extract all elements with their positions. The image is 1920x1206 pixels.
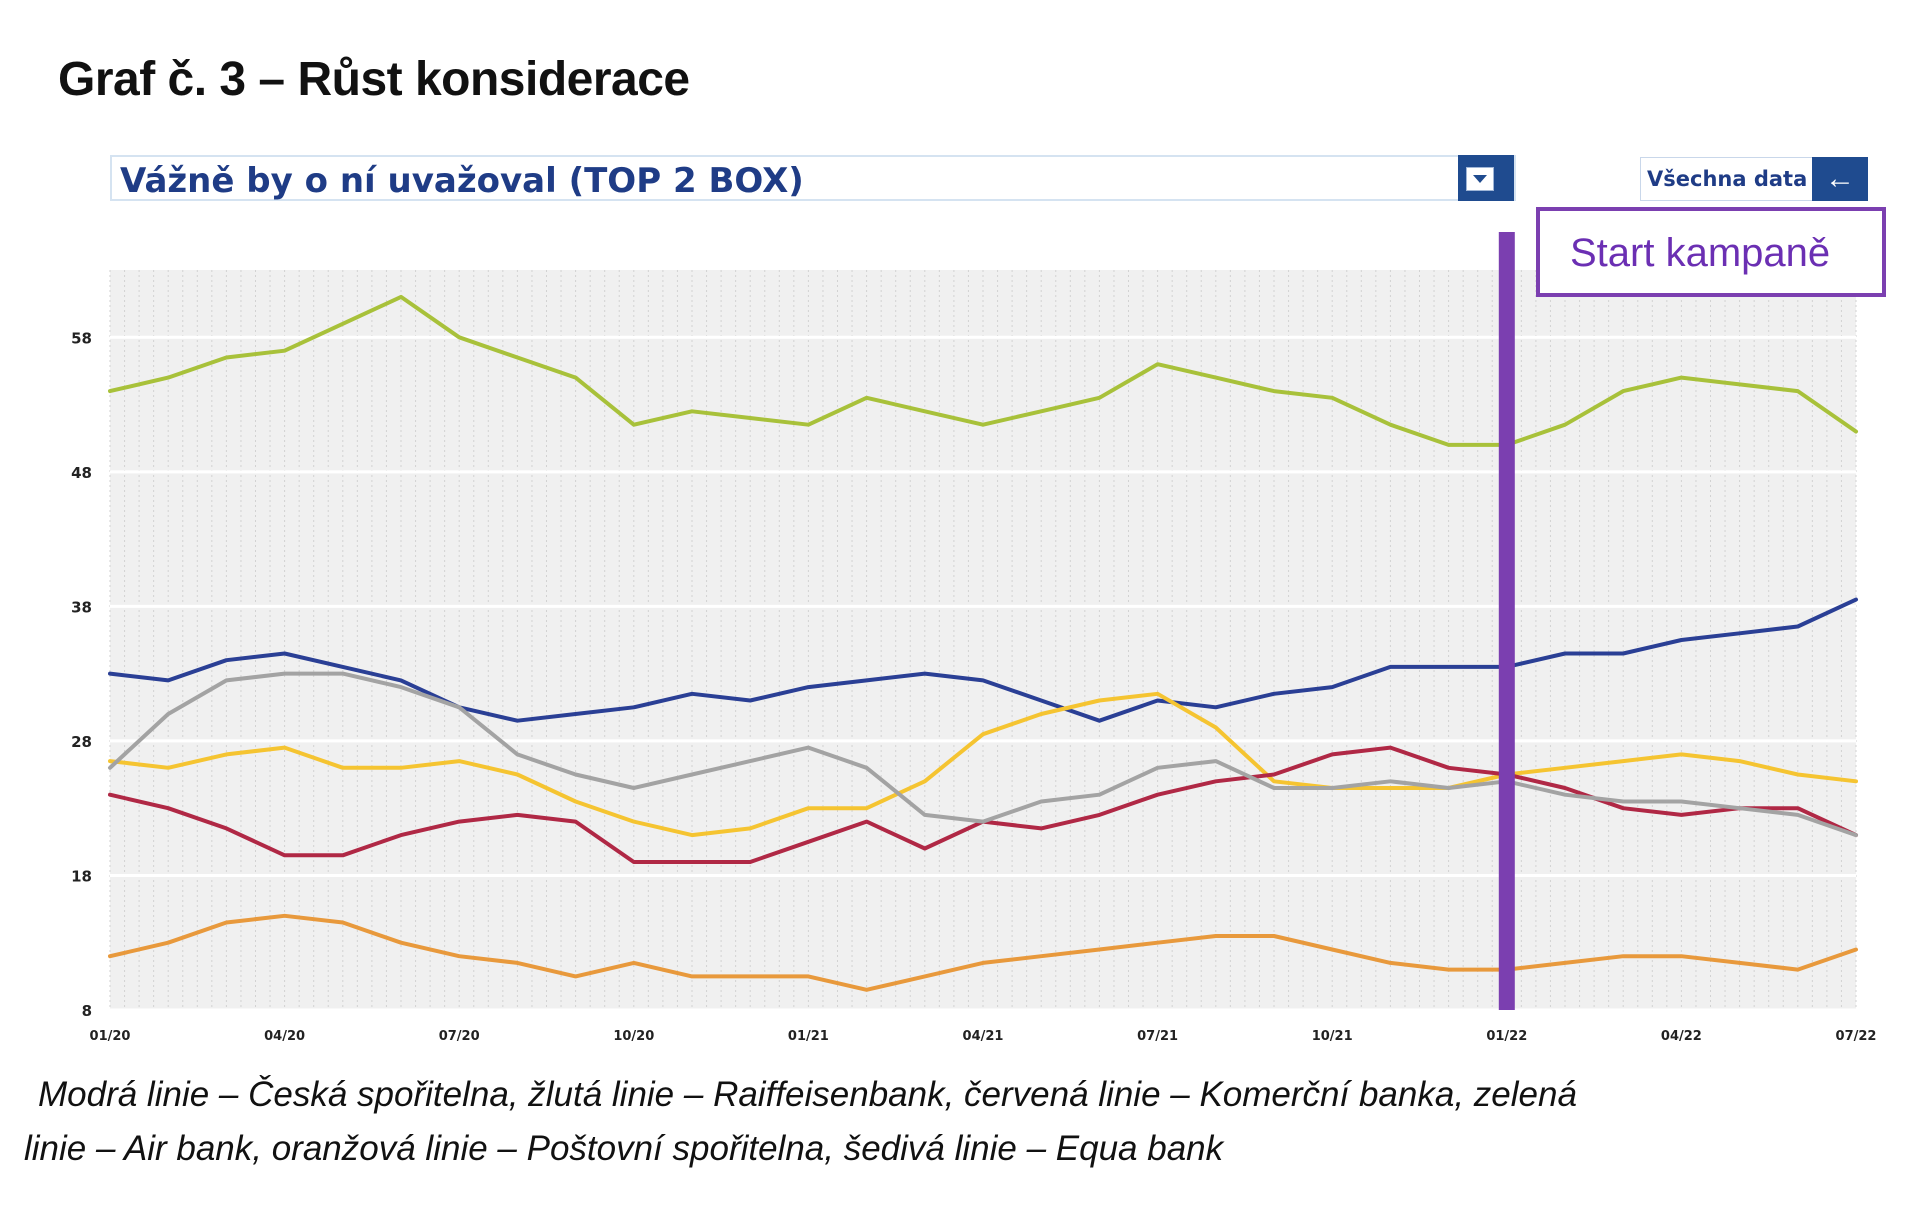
series-line-3: [108, 294, 1858, 447]
measure-selector[interactable]: Vážně by o ní uvažoval (TOP 2 BOX): [110, 155, 1516, 201]
caption-line-2: linie – Air bank, oranžová linie – Pošto…: [24, 1129, 1224, 1168]
campaign-start-annotation: Start kampaně: [1536, 207, 1886, 297]
y-tick-label: 18: [71, 867, 92, 885]
x-tick-label: 10/20: [613, 1029, 654, 1044]
x-tick-label: 07/20: [439, 1029, 480, 1044]
horizontal-grid: [110, 335, 1856, 1012]
filter-dropdown-button[interactable]: [1458, 155, 1514, 201]
x-tick-label: 01/21: [788, 1029, 829, 1044]
all-data-label: Všechna data: [1647, 167, 1808, 191]
x-tick-label: 07/21: [1137, 1029, 1178, 1044]
x-axis-ticks: 01/20 04/20 07/20 10/20 01/21 04/21 07/21 10/21…: [90, 1029, 1877, 1044]
y-tick-label: 28: [71, 733, 92, 751]
x-tick-label: 10/21: [1312, 1029, 1353, 1044]
y-tick-label: 58: [71, 329, 92, 347]
x-tick-label: 04/22: [1661, 1029, 1702, 1044]
caption-line-1: Modrá linie – Česká spořitelna, žlutá li…: [38, 1075, 1577, 1114]
x-tick-label: 01/22: [1486, 1029, 1527, 1044]
arrow-left-icon[interactable]: ←: [1812, 157, 1868, 201]
y-tick-label: 38: [71, 598, 92, 616]
x-tick-label: 04/21: [963, 1029, 1004, 1044]
all-data-button[interactable]: Všechna data ←: [1640, 157, 1868, 201]
line-chart: 8 18 28 38 48 58 01/20 04/20 07/20 10/20 01/21 04/…: [71, 232, 1877, 1044]
campaign-start-marker: [1498, 232, 1515, 1010]
x-tick-label: 01/20: [90, 1029, 131, 1044]
series-line-5: [108, 671, 1858, 838]
y-tick-label: 48: [71, 464, 92, 482]
x-tick-label: 07/22: [1836, 1029, 1877, 1044]
chart-caption: Modrá linie – Česká spořitelna, žlutá li…: [24, 1068, 1864, 1176]
series-line-0: [108, 597, 1858, 723]
x-tick-label: 04/20: [264, 1029, 305, 1044]
vertical-grid: [109, 270, 1857, 1010]
y-tick-label: 8: [82, 1002, 92, 1020]
series-line-1: [108, 691, 1858, 838]
filter-dropdown-icon: [1466, 167, 1494, 191]
series-lines: [108, 294, 1858, 992]
y-axis-ticks: 8 18 28 38 48 58: [71, 329, 92, 1020]
campaign-start-label: Start kampaně: [1570, 231, 1831, 275]
series-line-4: [108, 913, 1858, 992]
page-title: Graf č. 3 – Růst konsiderace: [58, 53, 690, 106]
measure-selector-label: Vážně by o ní uvažoval (TOP 2 BOX): [120, 161, 804, 201]
